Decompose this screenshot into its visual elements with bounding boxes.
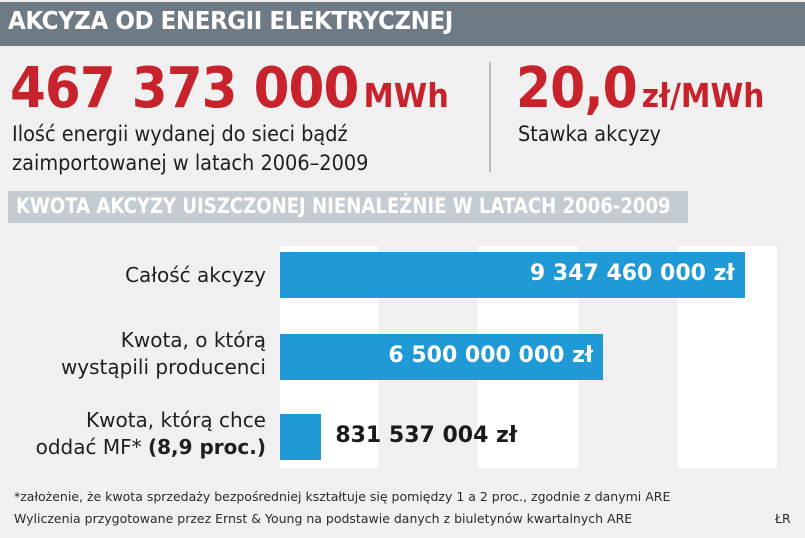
author-credit: ŁR — [775, 511, 791, 526]
energy-stat: 467 373 000 MWh — [10, 56, 449, 121]
energy-desc-line-1: Ilość energii wydanej do sieci bądź — [12, 122, 348, 146]
category-label: Kwota, którą chce oddać MF* (8,9 proc.) — [35, 408, 266, 459]
energy-desc-line-2: zaimportowanej w latach 2006–2009 — [12, 151, 369, 175]
chart-title: KWOTA AKCYZY UISZCZONEJ NIENALEŻNIE W LA… — [16, 194, 671, 218]
bar — [280, 334, 604, 380]
bar — [280, 252, 745, 298]
energy-description: Ilość energii wydanej do sieci bądź zaim… — [12, 120, 368, 178]
stats-divider — [489, 62, 491, 172]
page-title: AKCYZA OD ENERGII ELEKTRYCZNEJ — [8, 6, 453, 35]
bar-value-label: 831 537 004 zł — [335, 423, 518, 448]
rate-description: Stawka akcyzy — [518, 122, 661, 146]
energy-unit: MWh — [363, 76, 449, 115]
header-bar — [0, 2, 805, 46]
chart-title-bar — [8, 191, 688, 223]
rate-stat: 20,0 zł/MWh — [516, 56, 764, 121]
bar-value-label: 9 347 460 000 zł — [529, 261, 735, 286]
rate-value: 20,0 — [516, 56, 638, 121]
footnote-source: Wyliczenia przygotowane przez Ernst & Yo… — [14, 511, 633, 526]
category-label: Całość akcyzy — [125, 263, 266, 287]
bar — [280, 414, 322, 460]
bar-value-label: 6 500 000 000 zł — [388, 343, 594, 368]
energy-value: 467 373 000 — [10, 56, 359, 121]
rate-unit: zł/MWh — [641, 76, 765, 115]
category-label: Kwota, o którą wystąpili producenci — [60, 328, 266, 379]
footnote-assumption: *założenie, że kwota sprzedaży bezpośred… — [14, 489, 671, 504]
